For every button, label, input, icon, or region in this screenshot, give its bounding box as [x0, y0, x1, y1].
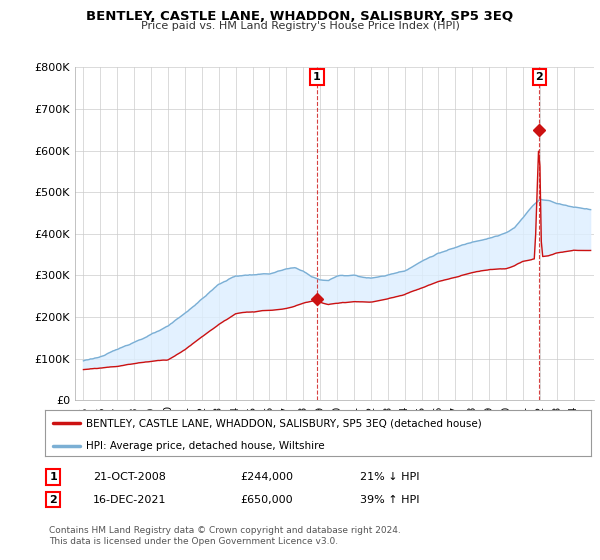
Text: £244,000: £244,000 [240, 472, 293, 482]
Text: Price paid vs. HM Land Registry's House Price Index (HPI): Price paid vs. HM Land Registry's House … [140, 21, 460, 31]
Text: 2: 2 [535, 72, 543, 82]
Text: 21-OCT-2008: 21-OCT-2008 [93, 472, 166, 482]
Text: BENTLEY, CASTLE LANE, WHADDON, SALISBURY, SP5 3EQ: BENTLEY, CASTLE LANE, WHADDON, SALISBURY… [86, 10, 514, 23]
Text: HPI: Average price, detached house, Wiltshire: HPI: Average price, detached house, Wilt… [86, 441, 325, 451]
Text: 16-DEC-2021: 16-DEC-2021 [93, 494, 167, 505]
Text: 1: 1 [313, 72, 321, 82]
Text: £650,000: £650,000 [240, 494, 293, 505]
Text: 21% ↓ HPI: 21% ↓ HPI [360, 472, 419, 482]
Text: Contains HM Land Registry data © Crown copyright and database right 2024.
This d: Contains HM Land Registry data © Crown c… [49, 526, 401, 546]
Text: 39% ↑ HPI: 39% ↑ HPI [360, 494, 419, 505]
Text: BENTLEY, CASTLE LANE, WHADDON, SALISBURY, SP5 3EQ (detached house): BENTLEY, CASTLE LANE, WHADDON, SALISBURY… [86, 418, 482, 428]
Text: 2: 2 [49, 494, 57, 505]
Text: 1: 1 [49, 472, 57, 482]
